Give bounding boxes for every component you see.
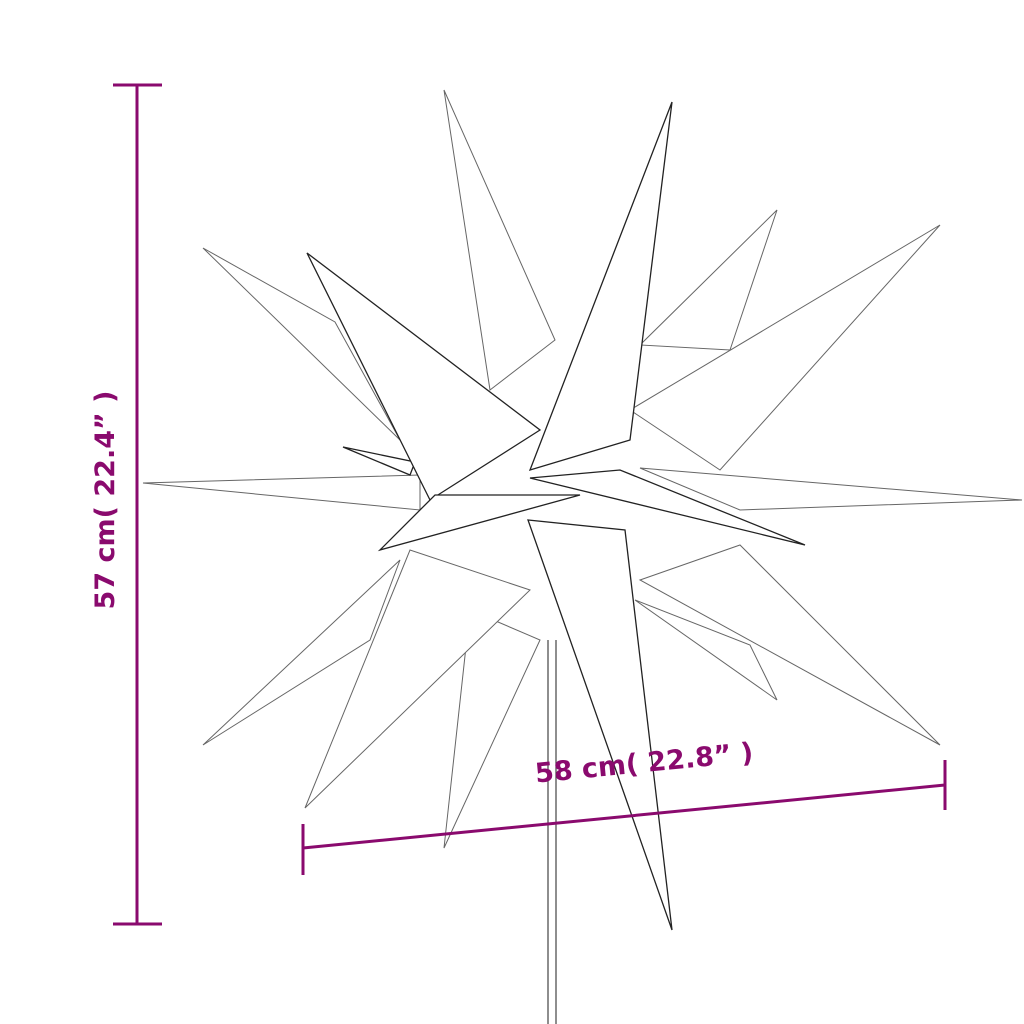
height-dimension: 57 cm( 22.4” ) xyxy=(90,83,162,926)
star-spike xyxy=(528,101,673,472)
star-spike xyxy=(377,494,581,552)
star-spike xyxy=(443,89,556,391)
star-spike xyxy=(629,224,941,471)
height-label: 57 cm( 22.4” ) xyxy=(90,391,121,610)
star-spike xyxy=(342,446,416,476)
star-spike xyxy=(634,599,778,701)
width-dimension: 58 cm( 22.8” ) xyxy=(301,737,947,875)
star-spike xyxy=(443,609,541,849)
star-spike xyxy=(638,209,778,351)
star-spike xyxy=(304,549,531,809)
front-spikes xyxy=(306,101,806,931)
back-spikes xyxy=(142,89,1023,849)
star-spike xyxy=(202,559,401,746)
star-spike xyxy=(306,252,542,501)
star-spike xyxy=(202,247,401,441)
star-spike xyxy=(142,474,421,511)
star-spike xyxy=(638,544,941,746)
star-spike xyxy=(639,467,1023,511)
star-spike xyxy=(529,469,806,546)
stake-pole xyxy=(547,640,557,1024)
star-spike xyxy=(527,519,673,931)
